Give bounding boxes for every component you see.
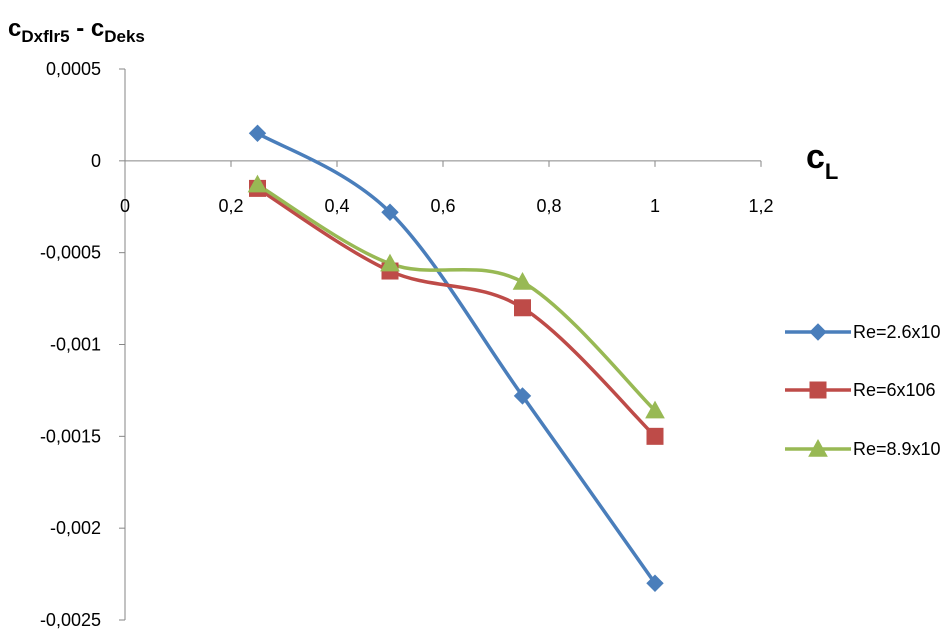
legend: Re=2.6x106 Re=6x106 Re=8.9x106 [785, 322, 941, 459]
series-1-point [646, 574, 664, 592]
x-axis-title-c: c [806, 138, 825, 176]
y-axis-title: cDxflr5 - cDeks [8, 15, 145, 46]
x-tick-label: 0,8 [536, 196, 561, 216]
series-line-1 [256, 131, 657, 585]
x-tick-label: 0,2 [218, 196, 243, 216]
y-ticks: 0,0005 0 -0,0005 -0,001 -0,0015 -0,002 -0,0025 [40, 59, 125, 630]
legend-label-2: Re=6x106 [853, 380, 936, 400]
x-axis-title: cL [806, 138, 838, 184]
x-tick-label: 1 [650, 196, 660, 216]
axes [124, 69, 761, 620]
series-line-3 [256, 183, 657, 412]
series-2-point [514, 299, 531, 317]
y-tick-label: -0,0015 [40, 426, 101, 446]
y-tick-label: -0,001 [50, 335, 101, 355]
y-axis-title-sub2: Deks [104, 27, 145, 46]
y-tick-label: -0,0025 [40, 610, 101, 630]
series-lines [256, 131, 657, 585]
legend-marker-1 [809, 323, 827, 341]
y-tick-label: 0,0005 [46, 59, 101, 79]
y-axis-title-c1: c [8, 15, 21, 42]
series-1-point [513, 387, 532, 405]
series-3-point [380, 253, 400, 272]
y-tick-label: -0,0005 [40, 243, 101, 263]
series-2-point [646, 427, 664, 445]
legend-marker-3 [808, 438, 828, 457]
legend-label-1: Re=2.6x106 [853, 322, 941, 342]
legend-label-3: Re=8.9x106 [853, 439, 941, 459]
y-axis-title-sub1: Dxflr5 [21, 27, 69, 46]
legend-marker-2 [809, 381, 827, 399]
y-tick-label: -0,002 [50, 518, 101, 538]
x-ticks: 0 0,2 0,4 0,6 0,8 1 1,2 [120, 160, 774, 216]
y-axis-title-sep: - [70, 15, 91, 42]
x-axis-title-sub: L [825, 159, 838, 184]
series-markers [247, 124, 665, 592]
y-tick-label: 0 [91, 151, 101, 171]
series-line-2 [256, 186, 657, 438]
series-3-point [247, 174, 268, 193]
x-tick-label: 0,4 [324, 196, 349, 216]
series-1-point [248, 124, 267, 142]
x-tick-label: 0,6 [430, 196, 455, 216]
series-3-point [512, 272, 533, 290]
series-3-point [645, 400, 665, 419]
y-axis-title-c2: c [91, 15, 104, 42]
x-tick-label: 1,2 [748, 196, 773, 216]
series-1-point [381, 203, 399, 221]
x-tick-label: 0 [120, 196, 130, 216]
